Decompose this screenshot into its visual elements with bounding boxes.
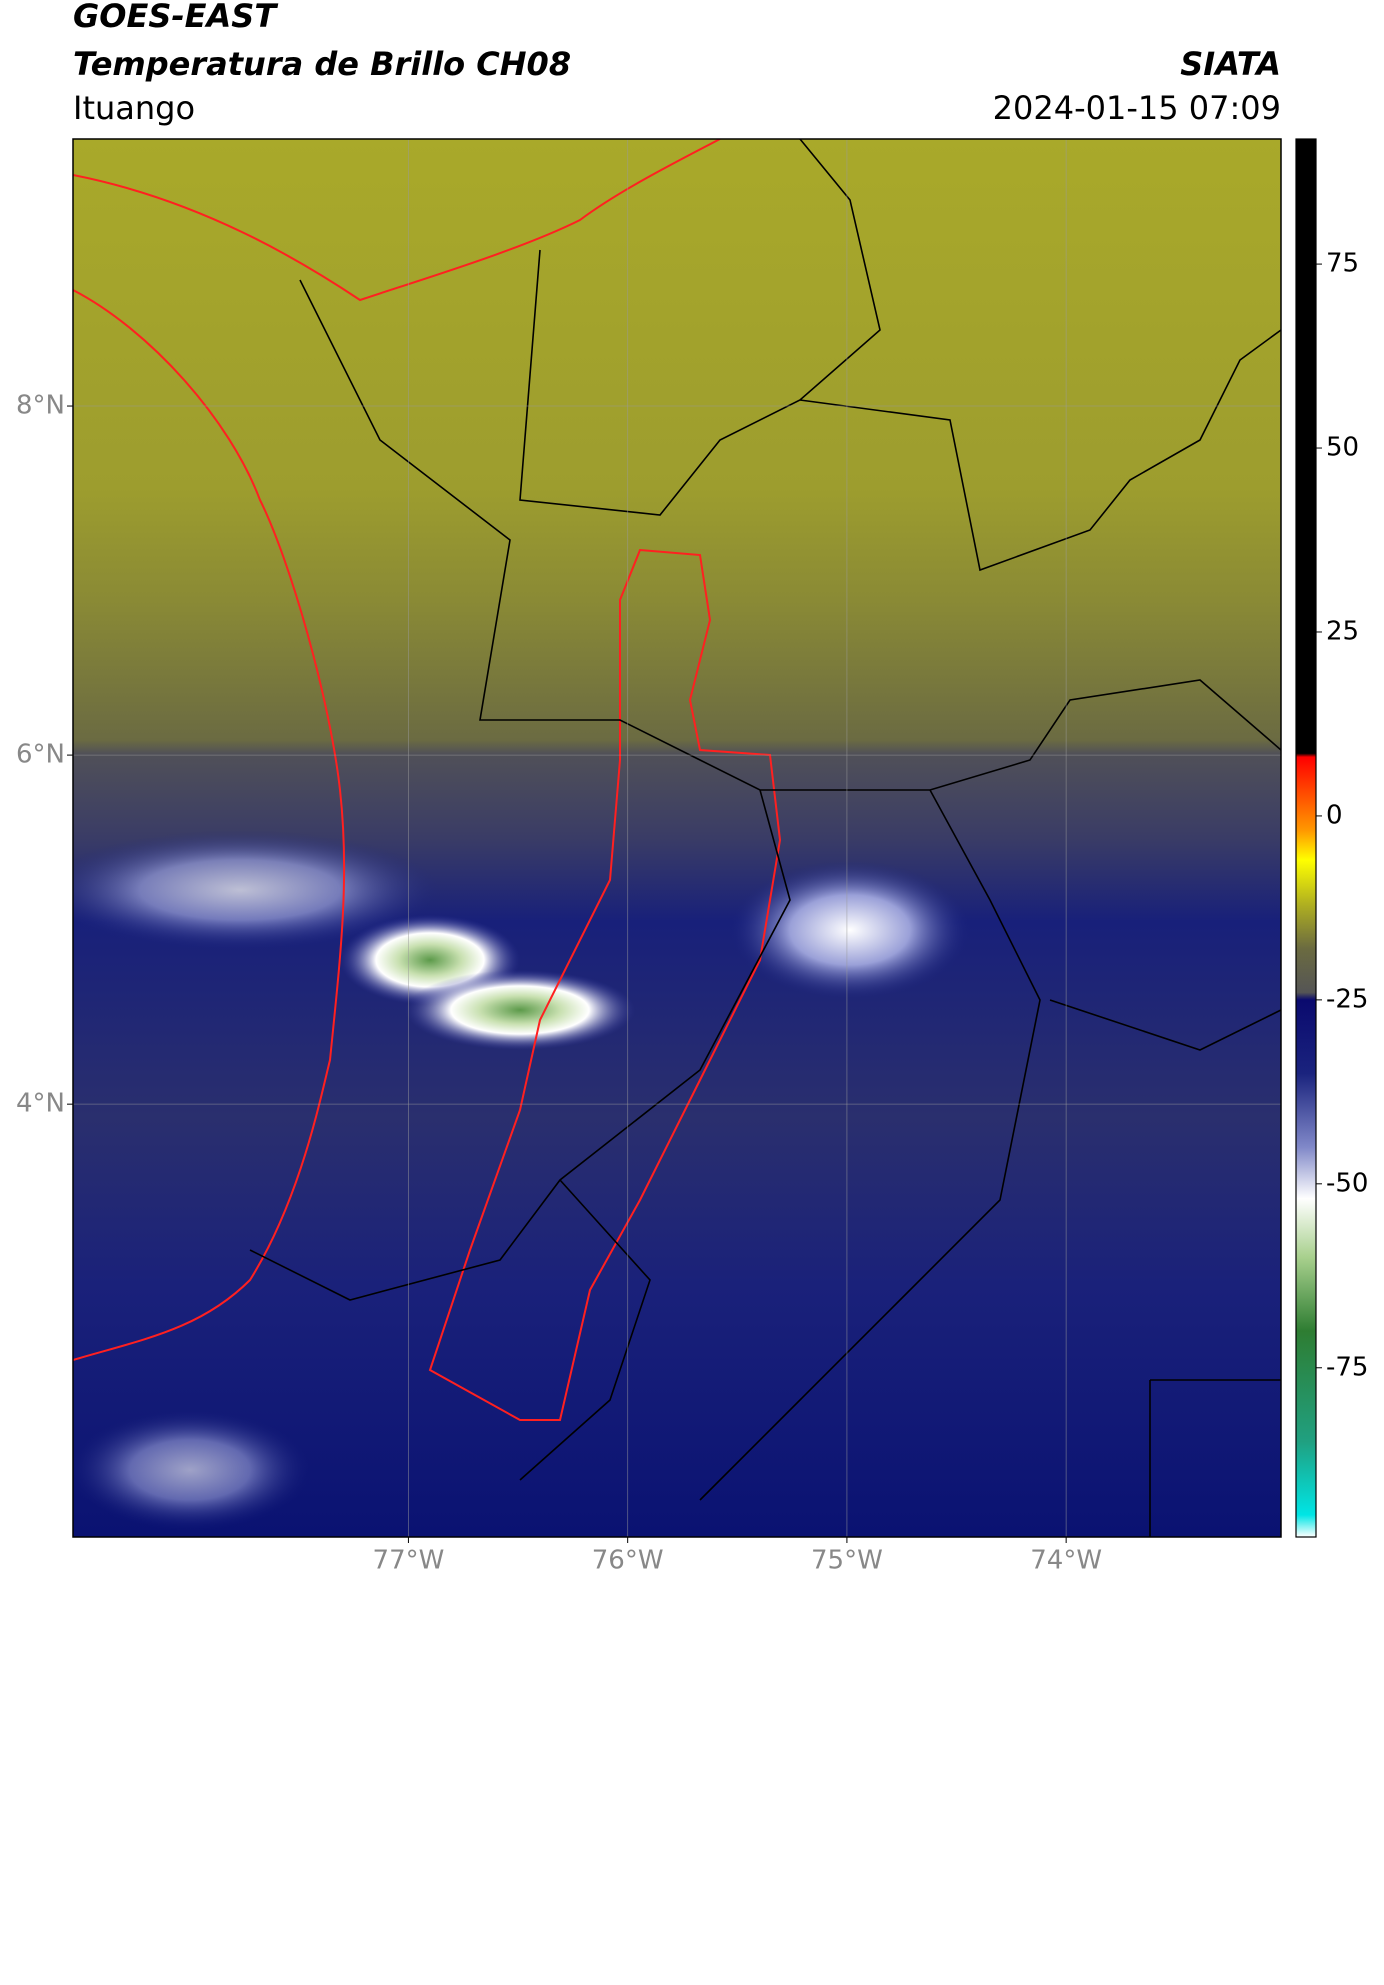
cloud bbox=[73, 1410, 310, 1530]
colorbar-tick-label: -50 bbox=[1326, 1168, 1368, 1198]
colorbar-tick-label: 75 bbox=[1326, 249, 1359, 279]
subtitle: Temperatura de Brillo CH08 bbox=[73, 45, 571, 83]
y-tick-label: 4°N bbox=[16, 1089, 65, 1119]
x-tick-label: 77°W bbox=[373, 1546, 445, 1576]
map bbox=[73, 139, 1281, 1537]
colorbar-tick-label: -25 bbox=[1326, 984, 1368, 1014]
admin-boundary bbox=[249, 139, 1281, 1537]
colorbar-tick-label: 0 bbox=[1326, 800, 1343, 830]
y-tick-label: 8°N bbox=[16, 391, 65, 421]
title: GOES-EAST bbox=[73, 0, 278, 35]
source: SIATA bbox=[1180, 45, 1281, 83]
x-tick-label: 74°W bbox=[1030, 1546, 1102, 1576]
map-frame bbox=[72, 138, 1282, 1538]
x-tick-label: 75°W bbox=[811, 1546, 883, 1576]
cloud bbox=[73, 830, 440, 950]
timestamp: 2024-01-15 07:09 bbox=[993, 89, 1281, 127]
region: Ituango bbox=[73, 89, 195, 127]
colorbar-tick-label: 50 bbox=[1326, 433, 1359, 463]
x-tick-label: 76°W bbox=[592, 1546, 664, 1576]
colorbar bbox=[1295, 138, 1317, 1538]
y-tick-label: 6°N bbox=[16, 740, 65, 770]
colorbar-tick-label: 25 bbox=[1326, 616, 1359, 646]
cloud bbox=[405, 970, 635, 1050]
coastline bbox=[73, 139, 721, 1361]
colorbar-tick-label: -75 bbox=[1326, 1352, 1368, 1382]
ituango-boundary bbox=[428, 548, 782, 1421]
cloud bbox=[730, 860, 970, 1000]
